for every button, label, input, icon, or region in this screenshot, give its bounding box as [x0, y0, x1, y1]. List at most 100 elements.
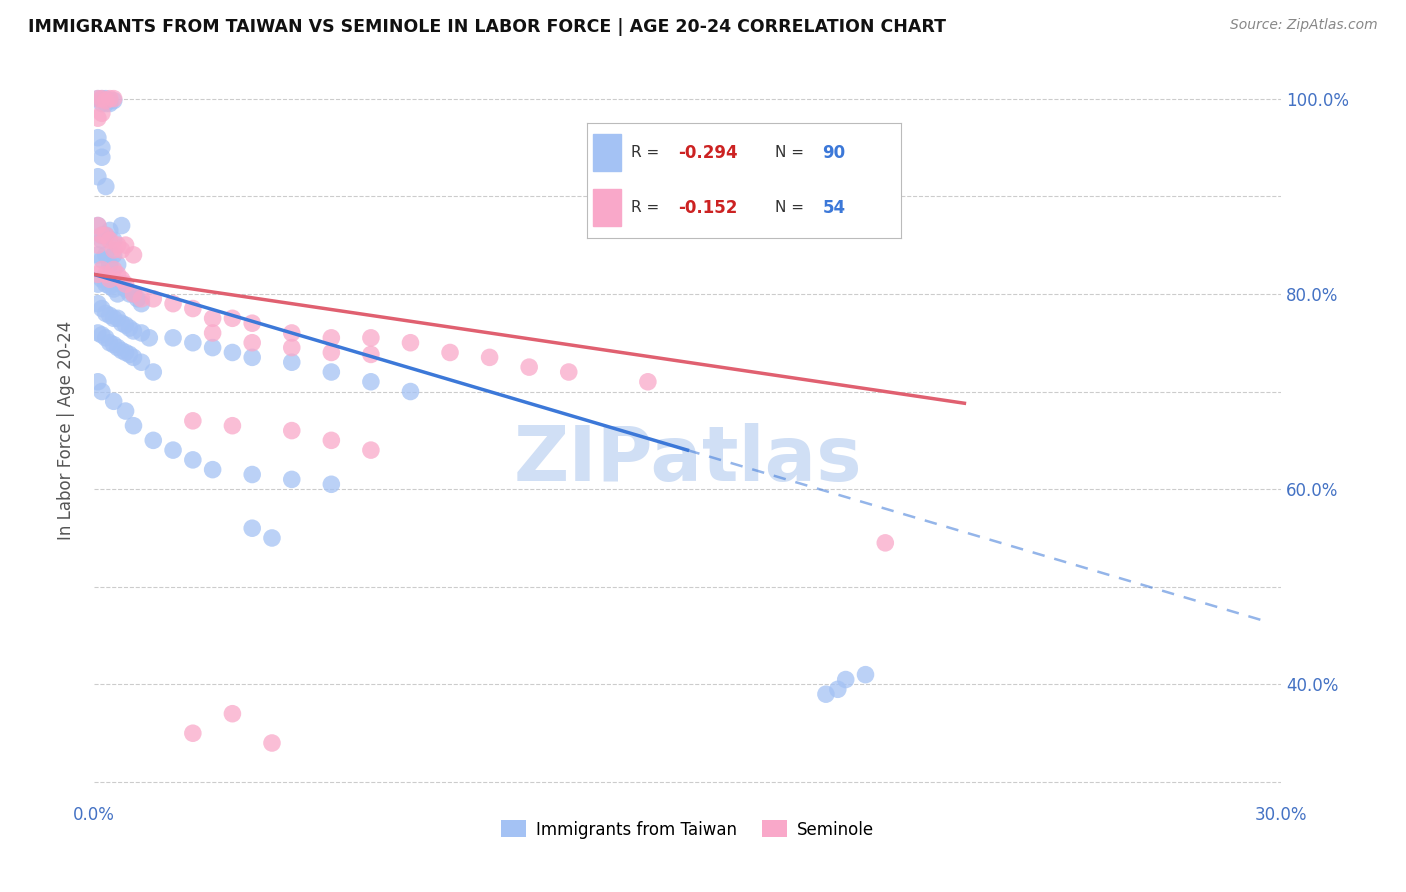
Point: [90, 106, 112, 120]
Point: [142, 434, 165, 448]
Point: [87, 130, 110, 145]
Point: [281, 424, 304, 438]
Point: [360, 443, 382, 458]
Point: [87, 296, 110, 310]
Point: [118, 286, 141, 301]
Point: [138, 331, 160, 345]
Point: [637, 375, 659, 389]
Point: [87, 169, 110, 184]
Point: [131, 292, 153, 306]
Point: [221, 311, 243, 326]
Point: [98, 92, 121, 106]
Point: [240, 316, 263, 330]
Point: [98, 96, 121, 111]
Point: [87, 219, 110, 233]
Point: [98, 272, 121, 286]
Point: [118, 321, 141, 335]
Point: [98, 279, 121, 293]
Point: [94, 331, 117, 345]
Point: [240, 335, 263, 350]
Point: [260, 736, 283, 750]
Point: [107, 311, 129, 326]
Point: [517, 360, 540, 375]
Point: [87, 219, 110, 233]
Point: [103, 337, 125, 351]
Point: [162, 331, 184, 345]
Point: [478, 351, 501, 365]
Point: [94, 179, 117, 194]
Point: [122, 324, 145, 338]
Point: [107, 286, 129, 301]
Point: [114, 277, 136, 292]
Point: [127, 292, 149, 306]
Point: [114, 404, 136, 418]
Point: [103, 92, 125, 106]
Point: [87, 326, 110, 340]
Point: [122, 248, 145, 262]
Point: [281, 341, 304, 355]
Point: [94, 228, 117, 243]
Point: [90, 272, 112, 286]
Point: [98, 309, 121, 323]
Point: [240, 521, 263, 535]
Point: [118, 347, 141, 361]
Point: [875, 536, 897, 550]
Point: [360, 347, 382, 361]
Point: [98, 94, 121, 108]
Point: [122, 351, 145, 365]
Point: [201, 311, 224, 326]
Point: [114, 318, 136, 333]
Point: [87, 92, 110, 106]
Point: [321, 477, 343, 491]
Point: [240, 351, 263, 365]
Point: [107, 268, 129, 282]
Point: [201, 463, 224, 477]
Point: [122, 286, 145, 301]
Point: [111, 272, 134, 286]
Point: [814, 687, 837, 701]
Point: [90, 150, 112, 164]
Point: [321, 434, 343, 448]
Point: [94, 228, 117, 243]
Point: [90, 327, 112, 342]
Point: [111, 219, 134, 233]
Point: [90, 228, 112, 243]
Point: [94, 248, 117, 262]
Point: [360, 331, 382, 345]
Point: [558, 365, 581, 379]
Point: [107, 341, 129, 355]
Point: [103, 262, 125, 277]
Point: [98, 223, 121, 237]
Text: IMMIGRANTS FROM TAIWAN VS SEMINOLE IN LABOR FORCE | AGE 20-24 CORRELATION CHART: IMMIGRANTS FROM TAIWAN VS SEMINOLE IN LA…: [28, 18, 946, 36]
Point: [103, 394, 125, 409]
Point: [260, 531, 283, 545]
Point: [87, 248, 110, 262]
Point: [131, 355, 153, 369]
Point: [111, 316, 134, 330]
Point: [90, 262, 112, 277]
Point: [281, 472, 304, 486]
Point: [111, 277, 134, 292]
Point: [221, 706, 243, 721]
Point: [281, 355, 304, 369]
Point: [142, 365, 165, 379]
Point: [87, 277, 110, 292]
Point: [114, 345, 136, 359]
Point: [98, 233, 121, 247]
Point: [162, 443, 184, 458]
Point: [122, 286, 145, 301]
Point: [90, 384, 112, 399]
Point: [321, 365, 343, 379]
Point: [94, 268, 117, 282]
Point: [87, 92, 110, 106]
Point: [221, 418, 243, 433]
Point: [399, 384, 422, 399]
Point: [90, 252, 112, 267]
Point: [114, 238, 136, 252]
Point: [90, 140, 112, 154]
Text: Source: ZipAtlas.com: Source: ZipAtlas.com: [1230, 18, 1378, 32]
Point: [94, 94, 117, 108]
Point: [103, 233, 125, 247]
Point: [827, 682, 849, 697]
Point: [90, 92, 112, 106]
